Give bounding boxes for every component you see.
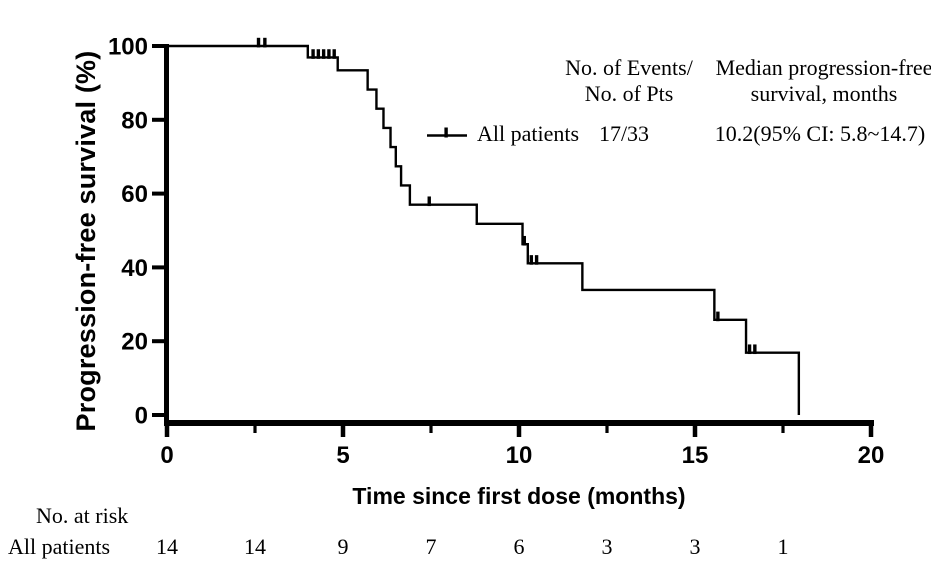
at-risk-value: 6 [513, 534, 525, 559]
censor-tick [747, 344, 752, 355]
y-tick [152, 413, 164, 417]
censor-tick [332, 49, 336, 59]
censor-tick [256, 37, 261, 48]
censor-tick [321, 49, 326, 59]
censor-marks [256, 37, 757, 355]
legend-censor-symbol-icon [427, 127, 467, 138]
legend-series-label: All patients [477, 121, 580, 146]
events-header-line1: No. of Events/ [565, 55, 693, 80]
x-tick [868, 426, 874, 437]
km-curve [167, 44, 801, 415]
legend-median-value: 10.2(95% CI: 5.8~14.7) [714, 121, 926, 146]
y-tick-label: 80 [121, 107, 148, 134]
y-tick-label: 20 [121, 329, 148, 356]
at-risk-value: 3 [689, 534, 701, 559]
y-tick [152, 339, 164, 344]
y-axis-line [164, 44, 169, 426]
events-header: No. of Events/ No. of Pts [529, 55, 729, 107]
y-tick [152, 265, 164, 270]
censor-tick [753, 344, 757, 355]
at-risk-values-row: 14 14 9 7 6 3 3 1 [0, 534, 931, 564]
x-tick [692, 426, 698, 437]
median-header-line2: survival, months [750, 81, 898, 106]
x-axis-ticks: 0 5 10 15 20 [160, 426, 884, 469]
x-minor-tick [781, 426, 785, 433]
x-tick [340, 426, 346, 437]
at-risk-value: 14 [244, 534, 266, 559]
censor-tick [263, 37, 267, 48]
x-axis-line [164, 420, 874, 426]
y-tick [152, 117, 164, 122]
x-tick [164, 426, 170, 437]
at-risk-row-label: All patients [8, 534, 111, 559]
censor-tick [311, 49, 315, 59]
censor-tick [716, 311, 720, 322]
y-tick-label: 100 [108, 34, 148, 61]
legend-events-value: 17/33 [598, 121, 650, 146]
median-header-line1: Median progression-free [715, 55, 931, 80]
censor-tick [534, 255, 539, 265]
y-tick-label: 60 [121, 181, 148, 208]
at-risk-value: 7 [425, 534, 437, 559]
y-tick [152, 44, 164, 48]
x-tick [516, 426, 522, 437]
censor-tick [522, 235, 526, 246]
x-minor-tick [429, 426, 433, 433]
at-risk-value: 3 [601, 534, 613, 559]
y-axis-ticks: 100 80 60 40 20 0 [108, 34, 164, 430]
events-header-line2: No. of Pts [584, 81, 674, 106]
censor-tick [316, 49, 321, 59]
median-header: Median progression-free survival, months [692, 55, 931, 107]
at-risk-heading: No. at risk [36, 503, 129, 528]
y-tick [152, 191, 164, 196]
censor-tick [427, 196, 431, 207]
x-tick-label: 10 [506, 442, 533, 469]
at-risk-value: 9 [337, 534, 349, 559]
at-risk-value: 1 [777, 534, 789, 559]
x-tick-label: 20 [858, 442, 885, 469]
x-minor-tick [605, 426, 609, 433]
x-tick-label: 5 [336, 442, 349, 469]
censor-tick [327, 49, 331, 59]
at-risk-value: 14 [156, 534, 178, 559]
x-tick-label: 15 [682, 442, 709, 469]
y-tick-label: 0 [135, 403, 148, 430]
x-tick-label: 0 [160, 442, 173, 469]
y-tick-label: 40 [121, 255, 148, 282]
x-minor-tick [253, 426, 257, 433]
censor-tick [529, 255, 534, 265]
axes [164, 44, 874, 426]
x-axis-title: Time since first dose (months) [352, 483, 686, 509]
